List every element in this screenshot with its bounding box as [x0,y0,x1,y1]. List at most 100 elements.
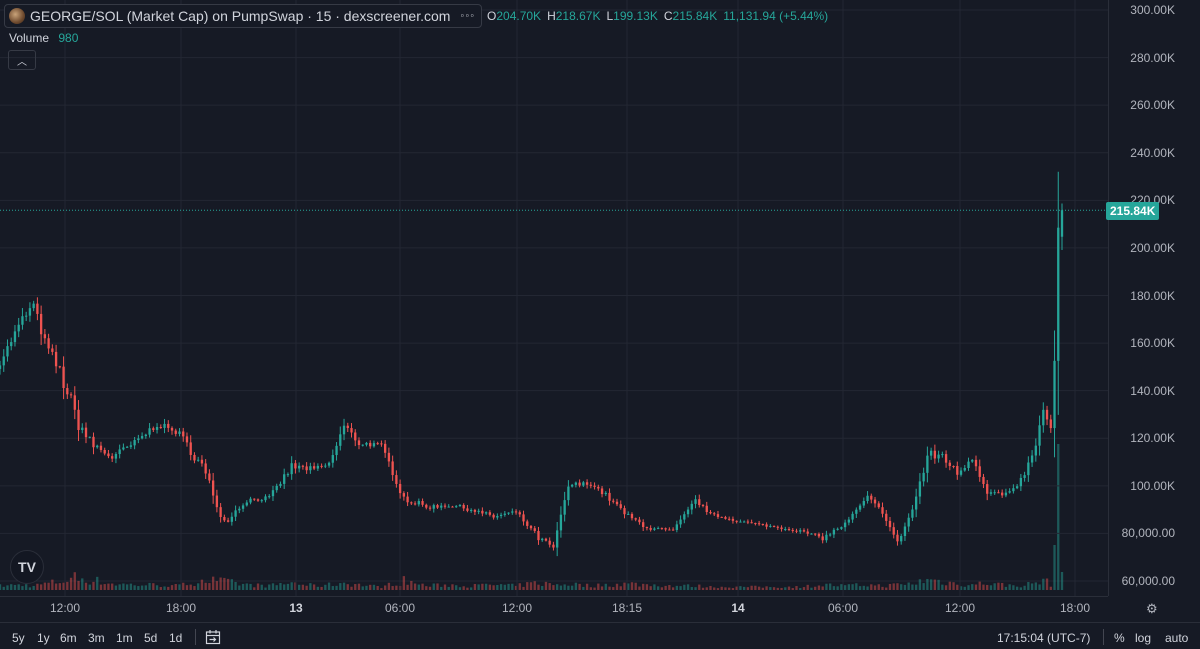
volume-bar [690,587,693,590]
volume-bar [567,585,570,590]
price-tick-label: 80,000.00 [1121,526,1175,541]
volume-bar [978,581,981,590]
candle-body [43,334,47,339]
symbol-title-box[interactable]: GEORGE/SOL (Market Cap) on PumpSwap · 15… [4,4,483,28]
price-tick-label: 260.00K [1130,98,1175,113]
candle-body [604,492,607,495]
candle-body [99,445,103,450]
candle-body [922,472,925,482]
candle-body [350,428,353,433]
candle-body [316,465,320,469]
range-5y-button[interactable]: 5y [12,631,25,645]
volume-bar [683,584,686,590]
candle-body [810,533,813,535]
volume-bar [814,586,817,590]
tradingview-logo[interactable]: TV [10,550,44,584]
range-1m-button[interactable]: 1m [116,631,133,645]
candlestick-chart[interactable] [0,0,1108,596]
clock-display[interactable]: 17:15:04 (UTC-7) [997,631,1091,645]
volume-bar [81,578,84,590]
auto-scale-button[interactable]: auto [1165,631,1189,645]
range-1d-button[interactable]: 1d [169,631,183,645]
candle-body [25,315,28,317]
candle-body [312,466,316,469]
calendar-goto-icon[interactable] [205,629,221,645]
volume-bar [159,587,162,590]
gear-icon[interactable]: ⚙ [1146,601,1158,616]
candle-body [118,449,121,455]
change-value: 11,131.94 (+5.44%) [723,9,829,23]
chart-pane[interactable] [0,0,1108,596]
volume-bar [238,585,241,590]
volume-bar [372,584,376,590]
candle-body [77,409,80,430]
volume-bar [301,584,305,590]
range-5d-button[interactable]: 5d [144,631,158,645]
volume-bar [384,585,387,590]
candle-body [137,438,140,441]
symbol-title: GEORGE/SOL (Market Cap) on PumpSwap · 15… [30,8,451,24]
volume-bar [193,586,196,590]
candle-body [144,434,147,437]
volume-bar [731,588,735,590]
volume-bar [1060,572,1064,590]
volume-bar [413,583,417,590]
volume-bar [73,572,76,590]
percent-scale-button[interactable]: % [1114,631,1125,645]
volume-bar [122,583,125,590]
candle-body [365,442,368,445]
volume-bar [335,585,338,590]
volume-bar [533,581,536,590]
candle-body [155,427,159,430]
volume-bar [858,586,862,590]
candle-body [477,510,480,512]
volume-bar [585,583,589,590]
collapse-legend-button[interactable]: ︿ [8,50,36,70]
volume-bar [327,582,331,590]
volume-bar [283,584,286,590]
volume-bar [484,583,488,590]
range-6m-button[interactable]: 6m [60,631,77,645]
volume-bar [365,585,368,590]
volume-bar [211,576,215,590]
more-dots-icon[interactable]: ◦◦◦ [460,10,476,22]
volume-bar [36,583,39,590]
candle-body [234,510,237,517]
volume-bar [881,586,884,590]
time-axis[interactable]: 12:00 18:00 13 06:00 12:00 18:15 14 06:00 12:00 1… [0,596,1108,619]
candle-body [544,538,548,541]
volume-bar [993,583,996,590]
candle-body [944,454,948,463]
volume-bar [25,584,28,590]
volume-bar [888,583,892,590]
candle-body [1053,360,1056,429]
chevron-up-icon: ︿ [17,56,27,68]
volume-bar [529,582,533,590]
candle-body [1015,486,1019,489]
volume-bar [649,586,652,590]
candle-body [2,356,5,366]
candle-body [892,527,895,535]
price-axis[interactable]: 300.00K 280.00K 260.00K 240.00K 220.00K 200.0… [1108,0,1200,596]
candle-body [1004,492,1008,496]
range-3m-button[interactable]: 3m [88,631,105,645]
volume-bar [623,582,626,590]
log-scale-button[interactable]: log [1135,631,1152,645]
candle-body [69,394,73,396]
candle-body [612,500,615,502]
candle-body [286,474,290,476]
range-1y-button[interactable]: 1y [37,631,50,645]
volume-bar [612,587,615,590]
volume-bar [724,587,727,590]
volume-bar [13,584,17,590]
volume-bar [784,587,787,590]
candle-body [88,436,91,438]
volume-bar [1042,578,1045,590]
candle-body [885,513,888,521]
volume-bar [256,583,260,590]
candle-body [929,450,933,456]
price-tick-label: 180.00K [1130,288,1175,303]
candle-body [608,492,611,501]
candle-body [814,533,817,535]
candle-body [380,443,383,445]
